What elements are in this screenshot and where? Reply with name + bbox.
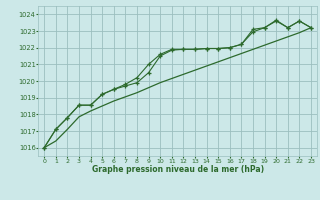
X-axis label: Graphe pression niveau de la mer (hPa): Graphe pression niveau de la mer (hPa) bbox=[92, 165, 264, 174]
